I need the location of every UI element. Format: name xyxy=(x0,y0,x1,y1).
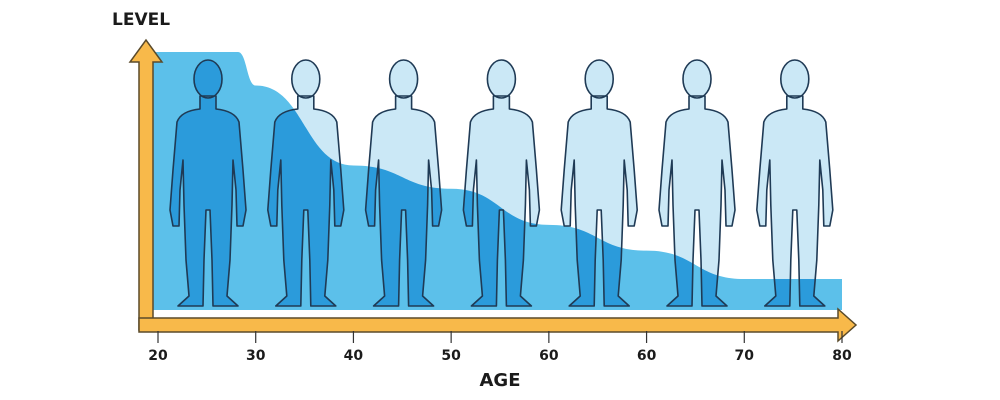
x-tick-label: 80 xyxy=(832,348,852,364)
person-icon xyxy=(364,59,443,307)
x-axis-label: AGE xyxy=(479,370,520,391)
y-axis-arrow xyxy=(128,38,164,331)
x-tick-label: 30 xyxy=(246,348,266,364)
person-icon xyxy=(462,59,541,307)
person-icon xyxy=(266,59,345,307)
figure-filled xyxy=(170,60,246,306)
y-axis-label: LEVEL xyxy=(112,10,170,30)
figure-empty xyxy=(659,60,735,306)
x-tick-label: 40 xyxy=(344,348,364,364)
person-icon xyxy=(658,59,736,307)
figure-empty xyxy=(756,60,833,306)
x-tick-label: 50 xyxy=(441,348,461,364)
x-tick-label: 60 xyxy=(539,348,559,364)
x-tick-label: 60 xyxy=(637,348,657,364)
person-icon xyxy=(755,59,834,307)
x-tick-label: 20 xyxy=(148,348,168,364)
x-axis-arrow xyxy=(138,307,858,343)
x-tick-label: 70 xyxy=(735,348,755,364)
person-icon xyxy=(169,59,247,307)
person-icon xyxy=(560,59,639,307)
